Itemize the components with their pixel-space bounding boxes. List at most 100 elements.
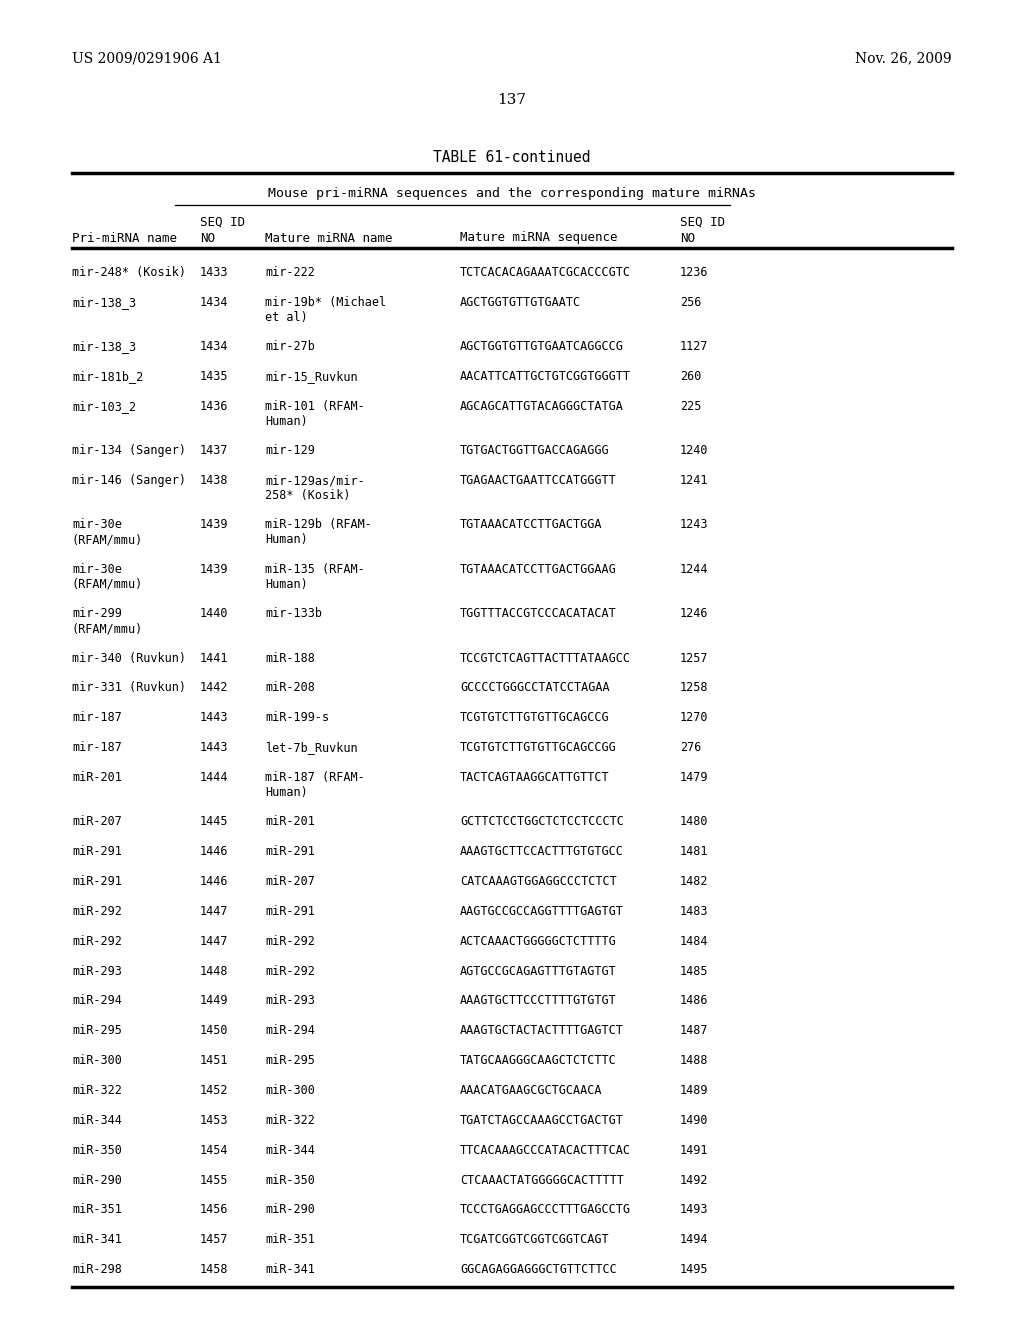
Text: miR-300: miR-300	[72, 1055, 122, 1067]
Text: TCCGTCTCAGTTACTTTATAAGCC: TCCGTCTCAGTTACTTTATAAGCC	[460, 652, 631, 664]
Text: mir-129as/mir-
258* (Kosik): mir-129as/mir- 258* (Kosik)	[265, 474, 365, 502]
Text: mir-30e
(RFAM/mmu): mir-30e (RFAM/mmu)	[72, 562, 143, 591]
Text: miR-351: miR-351	[265, 1233, 314, 1246]
Text: let-7b_Ruvkun: let-7b_Ruvkun	[265, 741, 357, 754]
Text: miR-292: miR-292	[265, 965, 314, 978]
Text: miR-290: miR-290	[72, 1173, 122, 1187]
Text: 1446: 1446	[200, 845, 228, 858]
Text: TGTAAACATCCTTGACTGGAAG: TGTAAACATCCTTGACTGGAAG	[460, 562, 616, 576]
Text: Mature miRNA sequence: Mature miRNA sequence	[460, 231, 617, 244]
Text: miR-135 (RFAM-
Human): miR-135 (RFAM- Human)	[265, 562, 365, 591]
Text: 260: 260	[680, 370, 701, 383]
Text: 137: 137	[498, 92, 526, 107]
Text: 256: 256	[680, 296, 701, 309]
Text: mir-133b: mir-133b	[265, 607, 322, 620]
Text: 1270: 1270	[680, 711, 709, 725]
Text: miR-294: miR-294	[265, 1024, 314, 1038]
Text: 1489: 1489	[680, 1084, 709, 1097]
Text: mir-103_2: mir-103_2	[72, 400, 136, 413]
Text: miR-322: miR-322	[72, 1084, 122, 1097]
Text: US 2009/0291906 A1: US 2009/0291906 A1	[72, 51, 222, 65]
Text: 1439: 1439	[200, 519, 228, 532]
Text: AAAGTGCTACTACTTTTGAGTCT: AAAGTGCTACTACTTTTGAGTCT	[460, 1024, 624, 1038]
Text: mir-146 (Sanger): mir-146 (Sanger)	[72, 474, 186, 487]
Text: miR-344: miR-344	[72, 1114, 122, 1127]
Text: Pri-miRNA name: Pri-miRNA name	[72, 231, 177, 244]
Text: 1451: 1451	[200, 1055, 228, 1067]
Text: miR-295: miR-295	[265, 1055, 314, 1067]
Text: CTCAAACTATGGGGGCACTTTTT: CTCAAACTATGGGGGCACTTTTT	[460, 1173, 624, 1187]
Text: miR-207: miR-207	[72, 816, 122, 829]
Text: Nov. 26, 2009: Nov. 26, 2009	[855, 51, 952, 65]
Text: miR-201: miR-201	[72, 771, 122, 784]
Text: 1257: 1257	[680, 652, 709, 664]
Text: miR-187 (RFAM-
Human): miR-187 (RFAM- Human)	[265, 771, 365, 799]
Text: SEQ ID: SEQ ID	[680, 215, 725, 228]
Text: miR-344: miR-344	[265, 1143, 314, 1156]
Text: miR-294: miR-294	[72, 994, 122, 1007]
Text: 1449: 1449	[200, 994, 228, 1007]
Text: miR-293: miR-293	[265, 994, 314, 1007]
Text: 1450: 1450	[200, 1024, 228, 1038]
Text: 1479: 1479	[680, 771, 709, 784]
Text: miR-351: miR-351	[72, 1204, 122, 1217]
Text: mir-15_Ruvkun: mir-15_Ruvkun	[265, 370, 357, 383]
Text: mir-187: mir-187	[72, 741, 122, 754]
Text: 1434: 1434	[200, 341, 228, 354]
Text: TGAGAACTGAATTCCATGGGTT: TGAGAACTGAATTCCATGGGTT	[460, 474, 616, 487]
Text: miR-201: miR-201	[265, 816, 314, 829]
Text: GGCAGAGGAGGGCTGTTCTTCC: GGCAGAGGAGGGCTGTTCTTCC	[460, 1263, 616, 1276]
Text: miR-290: miR-290	[265, 1204, 314, 1217]
Text: miR-199-s: miR-199-s	[265, 711, 329, 725]
Text: 1440: 1440	[200, 607, 228, 620]
Text: 1447: 1447	[200, 935, 228, 948]
Text: 1448: 1448	[200, 965, 228, 978]
Text: GCTTCTCCTGGCTCTCCTCCCTC: GCTTCTCCTGGCTCTCCTCCCTC	[460, 816, 624, 829]
Text: 1258: 1258	[680, 681, 709, 694]
Text: mir-30e
(RFAM/mmu): mir-30e (RFAM/mmu)	[72, 519, 143, 546]
Text: miR-350: miR-350	[265, 1173, 314, 1187]
Text: 1483: 1483	[680, 906, 709, 917]
Text: 1493: 1493	[680, 1204, 709, 1217]
Text: mir-27b: mir-27b	[265, 341, 314, 354]
Text: 1439: 1439	[200, 562, 228, 576]
Text: mir-187: mir-187	[72, 711, 122, 725]
Text: miR-295: miR-295	[72, 1024, 122, 1038]
Text: 1127: 1127	[680, 341, 709, 354]
Text: TCTCACACAGAAATCGCACCCGTC: TCTCACACAGAAATCGCACCCGTC	[460, 267, 631, 279]
Text: miR-291: miR-291	[72, 845, 122, 858]
Text: 1487: 1487	[680, 1024, 709, 1038]
Text: 1456: 1456	[200, 1204, 228, 1217]
Text: mir-134 (Sanger): mir-134 (Sanger)	[72, 445, 186, 457]
Text: AAAGTGCTTCCACTTTGTGTGCC: AAAGTGCTTCCACTTTGTGTGCC	[460, 845, 624, 858]
Text: miR-350: miR-350	[72, 1143, 122, 1156]
Text: miR-291: miR-291	[265, 845, 314, 858]
Text: Mouse pri-miRNA sequences and the corresponding mature miRNAs: Mouse pri-miRNA sequences and the corres…	[268, 187, 756, 201]
Text: AAAGTGCTTCCCTTTTGTGTGT: AAAGTGCTTCCCTTTTGTGTGT	[460, 994, 616, 1007]
Text: 1435: 1435	[200, 370, 228, 383]
Text: mir-299
(RFAM/mmu): mir-299 (RFAM/mmu)	[72, 607, 143, 635]
Text: 1444: 1444	[200, 771, 228, 784]
Text: AACATTCATTGCTGTCGGTGGGTT: AACATTCATTGCTGTCGGTGGGTT	[460, 370, 631, 383]
Text: mir-19b* (Michael
et al): mir-19b* (Michael et al)	[265, 296, 386, 323]
Text: ACTCAAACTGGGGGCTCTTTTG: ACTCAAACTGGGGGCTCTTTTG	[460, 935, 616, 948]
Text: 1486: 1486	[680, 994, 709, 1007]
Text: 1482: 1482	[680, 875, 709, 888]
Text: mir-181b_2: mir-181b_2	[72, 370, 143, 383]
Text: TGGTTTACCGTCCCACATACAT: TGGTTTACCGTCCCACATACAT	[460, 607, 616, 620]
Text: AAGTGCCGCCAGGTTTTGAGTGT: AAGTGCCGCCAGGTTTTGAGTGT	[460, 906, 624, 917]
Text: AGCTGGTGTTGTGAATC: AGCTGGTGTTGTGAATC	[460, 296, 582, 309]
Text: GCCCCTGGGCCTATCCTAGAA: GCCCCTGGGCCTATCCTAGAA	[460, 681, 609, 694]
Text: 1244: 1244	[680, 562, 709, 576]
Text: 1481: 1481	[680, 845, 709, 858]
Text: 276: 276	[680, 741, 701, 754]
Text: TABLE 61-continued: TABLE 61-continued	[433, 150, 591, 165]
Text: 1437: 1437	[200, 445, 228, 457]
Text: 1492: 1492	[680, 1173, 709, 1187]
Text: AGCAGCATTGTACAGGGCTATGA: AGCAGCATTGTACAGGGCTATGA	[460, 400, 624, 413]
Text: 1241: 1241	[680, 474, 709, 487]
Text: 1434: 1434	[200, 296, 228, 309]
Text: miR-188: miR-188	[265, 652, 314, 664]
Text: 1246: 1246	[680, 607, 709, 620]
Text: 1458: 1458	[200, 1263, 228, 1276]
